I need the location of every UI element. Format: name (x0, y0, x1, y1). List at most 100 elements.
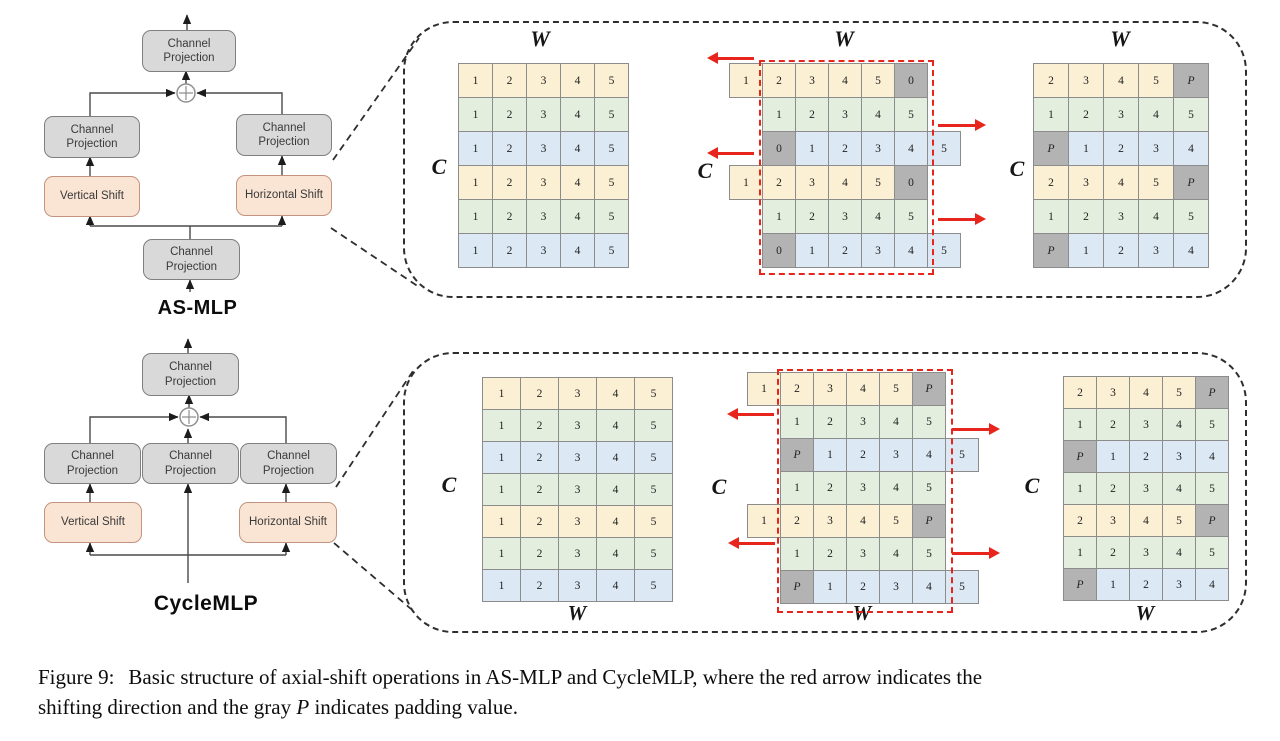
asmlp-output-grid-cell: 3 (1103, 199, 1139, 234)
asmlp-input-grid-cell: 5 (594, 233, 629, 268)
cyclemlp-output-grid-cell: P (1195, 504, 1229, 537)
asmlp-shift-grid-cell: 3 (861, 233, 895, 268)
asmlp-output-grid-cell: 5 (1138, 165, 1174, 200)
arrow-head (975, 213, 986, 225)
asmlp-output-grid-cell: 5 (1138, 63, 1174, 98)
cyclemlp-output-grid-cell: 3 (1129, 408, 1163, 441)
cyclemlp-shift-window-outline (777, 369, 953, 613)
asmlp-input-grid-cell: 3 (526, 165, 561, 200)
asmlp-input-grid-cell: 5 (594, 165, 629, 200)
asmlp-output-grid-cell: 4 (1138, 199, 1174, 234)
cyclemlp-input-grid-cell: 1 (482, 441, 521, 474)
cyclemlp-output-grid-cell: P (1063, 440, 1097, 473)
asmlp-input-grid-cell: 1 (458, 165, 493, 200)
cyclemlp-shift-grid-cell: 2 (780, 504, 814, 538)
channel-axis-label: C (431, 154, 447, 179)
cyclemlp-shift-grid-cell: 5 (879, 504, 913, 538)
asmlp-input-grid-cell: 3 (526, 131, 561, 166)
asmlp-input-grid-cell: 3 (526, 233, 561, 268)
asmlp-output-grid-cell: 2 (1033, 165, 1069, 200)
cyclemlp-vertical-shift-box: Vertical Shift (44, 502, 142, 543)
width-axis-label: W (530, 26, 550, 51)
asmlp-output-grid-cell: 2 (1103, 131, 1139, 166)
asmlp-output-grid-cell: 4 (1173, 233, 1209, 268)
figure-number: Figure 9: (38, 665, 115, 689)
asmlp-output-grid-cell: 5 (1173, 97, 1209, 132)
asmlp-output-grid-cell: 3 (1103, 97, 1139, 132)
arrow-shaft (737, 412, 774, 416)
cyclemlp-shift-grid-cell: 5 (912, 537, 946, 571)
asmlp-input-grid-cell: 2 (492, 165, 527, 200)
arrow-shaft (717, 151, 754, 155)
cyclemlp-left-channel-projection: Channel Projection (44, 443, 141, 484)
cyclemlp-right-channel-projection: Channel Projection (240, 443, 337, 484)
cyclemlp-zoom-panel (403, 352, 1247, 633)
asmlp-shift-grid-cell: 2 (795, 199, 829, 234)
cyclemlp-output-grid-cell: 5 (1195, 472, 1229, 505)
cyclemlp-input-grid-cell: 5 (634, 441, 673, 474)
asmlp-output-grid-cell: 2 (1068, 97, 1104, 132)
cyclemlp-input-grid-cell: 5 (634, 505, 673, 538)
asmlp-shift-grid-cell: 0 (894, 165, 928, 200)
asmlp-shift-window-outline (759, 60, 934, 275)
asmlp-output-grid-cell: 3 (1068, 165, 1104, 200)
asmlp-left-channel-projection: Channel Projection (44, 116, 140, 158)
cyclemlp-output-grid-cell: 1 (1096, 568, 1130, 601)
cyclemlp-output-grid-cell: 1 (1063, 472, 1097, 505)
arrow-head (989, 423, 1000, 435)
cyclemlp-input-grid-cell: 2 (520, 409, 559, 442)
cyclemlp-flow-lines (85, 338, 291, 583)
cyclemlp-shift-grid-cell: 5 (912, 405, 946, 439)
asmlp-right-channel-projection: Channel Projection (236, 114, 332, 156)
cyclemlp-output-grid-cell: 1 (1096, 440, 1130, 473)
arrow-shaft (952, 427, 989, 431)
cyclemlp-input-grid-cell: 5 (634, 409, 673, 442)
asmlp-output-grid-cell: P (1173, 165, 1209, 200)
cyclemlp-output-grid-cell: 2 (1096, 472, 1130, 505)
asmlp-input-grid-cell: 1 (458, 131, 493, 166)
width-axis-label: W (567, 601, 587, 625)
cyclemlp-shift-grid-cell: 3 (846, 537, 880, 571)
asmlp-bottom-channel-projection: Channel Projection (143, 239, 240, 280)
cyclemlp-input-grid-cell: 1 (482, 505, 521, 538)
width-axis-label: W (852, 601, 872, 625)
cyclemlp-output-grid-cell: 4 (1162, 472, 1196, 505)
cyclemlp-output-grid-cell: 4 (1195, 440, 1229, 473)
channel-axis-label: C (1024, 473, 1040, 498)
asmlp-input-grid-cell: 2 (492, 97, 527, 132)
cyclemlp-input-grid-cell: 4 (596, 473, 635, 506)
cyclemlp-input-grid-cell: 1 (482, 537, 521, 570)
asmlp-output-grid-cell: 3 (1068, 63, 1104, 98)
cyclemlp-output-grid-cell: P (1063, 568, 1097, 601)
asmlp-output-grid-cell: P (1033, 233, 1069, 268)
cyclemlp-output-grid-cell: 1 (1063, 536, 1097, 569)
figure-caption: Figure 9: Basic structure of axial-shift … (38, 662, 1253, 722)
shift-left-arrow-icon (707, 147, 755, 159)
width-axis-label: W (834, 26, 854, 51)
asmlp-input-grid-cell: 5 (594, 97, 629, 132)
asmlp-output-grid-cell: P (1033, 131, 1069, 166)
cyclemlp-shift-grid-cell: 3 (879, 570, 913, 604)
cyclemlp-input-grid-cell: 1 (482, 409, 521, 442)
caption-text-2b: indicates padding value. (309, 695, 518, 719)
cyclemlp-output-grid-cell: 2 (1129, 568, 1163, 601)
cyclemlp-input-grid-cell: 3 (558, 473, 597, 506)
asmlp-shift-grid-cell: 1 (729, 165, 763, 200)
caption-text-1: Basic structure of axial-shift operation… (128, 665, 983, 689)
cyclemlp-shift-grid-cell: 1 (813, 438, 847, 472)
arrow-head (989, 547, 1000, 559)
asmlp-input-grid-cell: 4 (560, 165, 595, 200)
cyclemlp-shift-grid-cell: P (912, 372, 946, 406)
asmlp-shift-grid-cell: 5 (894, 97, 928, 132)
cyclemlp-shift-grid-cell: P (780, 570, 814, 604)
cyclemlp-shift-grid-cell: 1 (780, 537, 814, 571)
asmlp-output-grid-cell: 1 (1033, 97, 1069, 132)
cyclemlp-input-grid-cell: 3 (558, 409, 597, 442)
asmlp-input-grid-cell: 1 (458, 199, 493, 234)
cyclemlp-output-grid-cell: 4 (1195, 568, 1229, 601)
cyclemlp-output-grid-cell: 2 (1063, 504, 1097, 537)
asmlp-input-grid-cell: 1 (458, 97, 493, 132)
shift-left-arrow-icon (707, 52, 755, 64)
cyclemlp-input-grid-cell: 1 (482, 569, 521, 602)
